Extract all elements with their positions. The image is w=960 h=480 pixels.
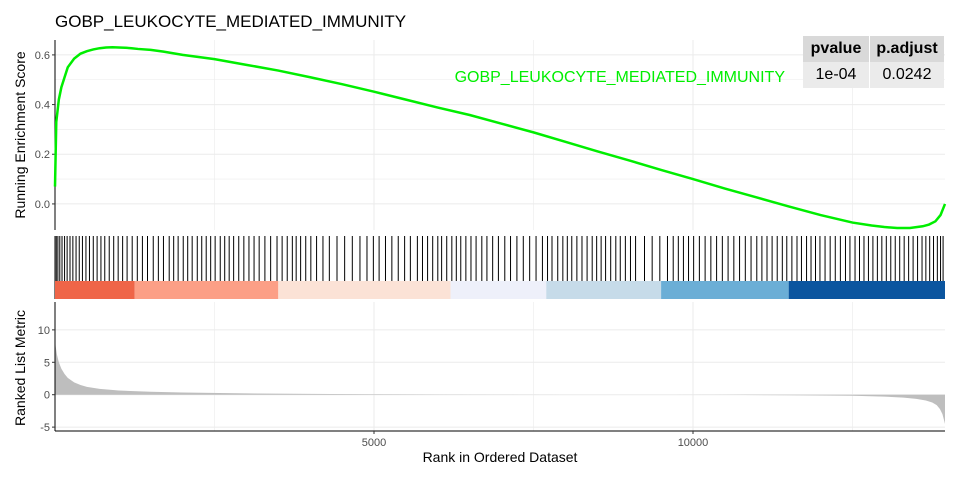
es-y-tick-label: 0.4 (35, 100, 50, 112)
metric-y-tick-label: 0 (44, 390, 50, 402)
chart-title: GOBP_LEUKOCYTE_MEDIATED_IMMUNITY (55, 12, 406, 31)
color-bar-segment (546, 281, 662, 299)
stats-table: pvalue p.adjust 1e-04 0.0242 (803, 36, 944, 88)
es-y-tick-label: 0.0 (35, 199, 50, 211)
metric-y-tick-label: 5 (44, 357, 50, 369)
running-enrichment-line (53, 45, 947, 230)
metric-panel-x-ticks: 5000 10000 (362, 431, 709, 449)
metric-panel-y-ticks: -5 0 5 10 (38, 325, 55, 434)
color-bar-segment (788, 281, 945, 299)
stats-table-value-row: 1e-04 0.0242 (803, 62, 944, 88)
metric-y-tick-label: -5 (40, 422, 50, 434)
es-y-tick-label: 0.6 (35, 50, 50, 62)
color-bar-segment (134, 281, 279, 299)
metric-y-tick-label: 10 (38, 325, 50, 337)
x-tick-label: 10000 (678, 437, 709, 449)
stats-value-padjust: 0.0242 (870, 62, 944, 88)
es-panel-y-ticks: 0.0 0.2 0.4 0.6 (35, 50, 55, 211)
legend-label: GOBP_LEUKOCYTE_MEDIATED_IMMUNITY (455, 69, 786, 86)
color-bar-segment (55, 281, 135, 299)
es-y-axis-label: Running Enrichment Score (12, 51, 28, 219)
x-tick-label: 5000 (362, 437, 386, 449)
metric-panel-grid (55, 302, 945, 431)
stats-header-pvalue: pvalue (803, 36, 869, 62)
stats-value-pvalue: 1e-04 (803, 62, 869, 88)
gene-set-hit-ticks (54, 236, 944, 281)
es-y-tick-label: 0.2 (35, 149, 50, 161)
color-bar-segment (278, 281, 451, 299)
rank-color-bar (55, 281, 945, 299)
stats-table-separator (869, 36, 870, 62)
stats-table-header-row: pvalue p.adjust (803, 36, 944, 62)
stats-table-separator (869, 62, 870, 88)
color-bar-segment (661, 281, 789, 299)
x-axis-label: Rank in Ordered Dataset (423, 449, 578, 465)
metric-y-axis-label: Ranked List Metric (12, 310, 28, 426)
ranked-list-metric-area (55, 336, 945, 424)
stats-header-padjust: p.adjust (870, 36, 944, 62)
color-bar-segment (450, 281, 547, 299)
es-panel-grid (55, 40, 945, 230)
